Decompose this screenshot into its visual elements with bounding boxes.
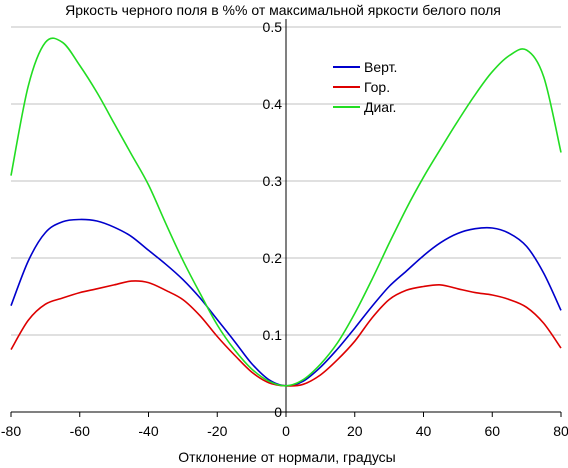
x-tick-label: 20 bbox=[347, 423, 363, 439]
legend: Верт. Гор. Диаг. bbox=[333, 59, 397, 115]
y-tick-label: 0.3 bbox=[263, 173, 283, 189]
x-tick-label: 0 bbox=[282, 423, 290, 439]
ticks: 0 0.1 0.2 0.3 0.4 0.5 -80 -60 -40 -20 0 20 40 60 80 bbox=[1, 19, 568, 439]
series-line-diag bbox=[10, 37, 562, 387]
y-tick-label: 0.2 bbox=[263, 250, 283, 266]
x-tick-label: -40 bbox=[138, 423, 158, 439]
legend-label: Верт. bbox=[364, 59, 397, 75]
chart-title: Яркость черного поля в %% от максимально… bbox=[65, 2, 501, 18]
y-tick-label: 0.1 bbox=[263, 327, 283, 343]
y-tick-label: 0.4 bbox=[263, 96, 283, 112]
legend-label: Гор. bbox=[364, 79, 390, 95]
x-axis-label: Отклонение от нормали, градусы bbox=[178, 449, 395, 465]
axes bbox=[10, 19, 562, 417]
x-tick-label: 80 bbox=[553, 423, 568, 439]
series-layer bbox=[10, 37, 562, 387]
x-tick-label: -80 bbox=[1, 423, 21, 439]
legend-label: Диаг. bbox=[364, 99, 396, 115]
x-tick-label: 40 bbox=[416, 423, 432, 439]
x-tick-label: -60 bbox=[70, 423, 90, 439]
y-tick-label: 0 bbox=[274, 404, 282, 420]
y-tick-label: 0.5 bbox=[263, 19, 283, 35]
x-tick-label: -20 bbox=[207, 423, 227, 439]
x-tick-label: 60 bbox=[484, 423, 500, 439]
